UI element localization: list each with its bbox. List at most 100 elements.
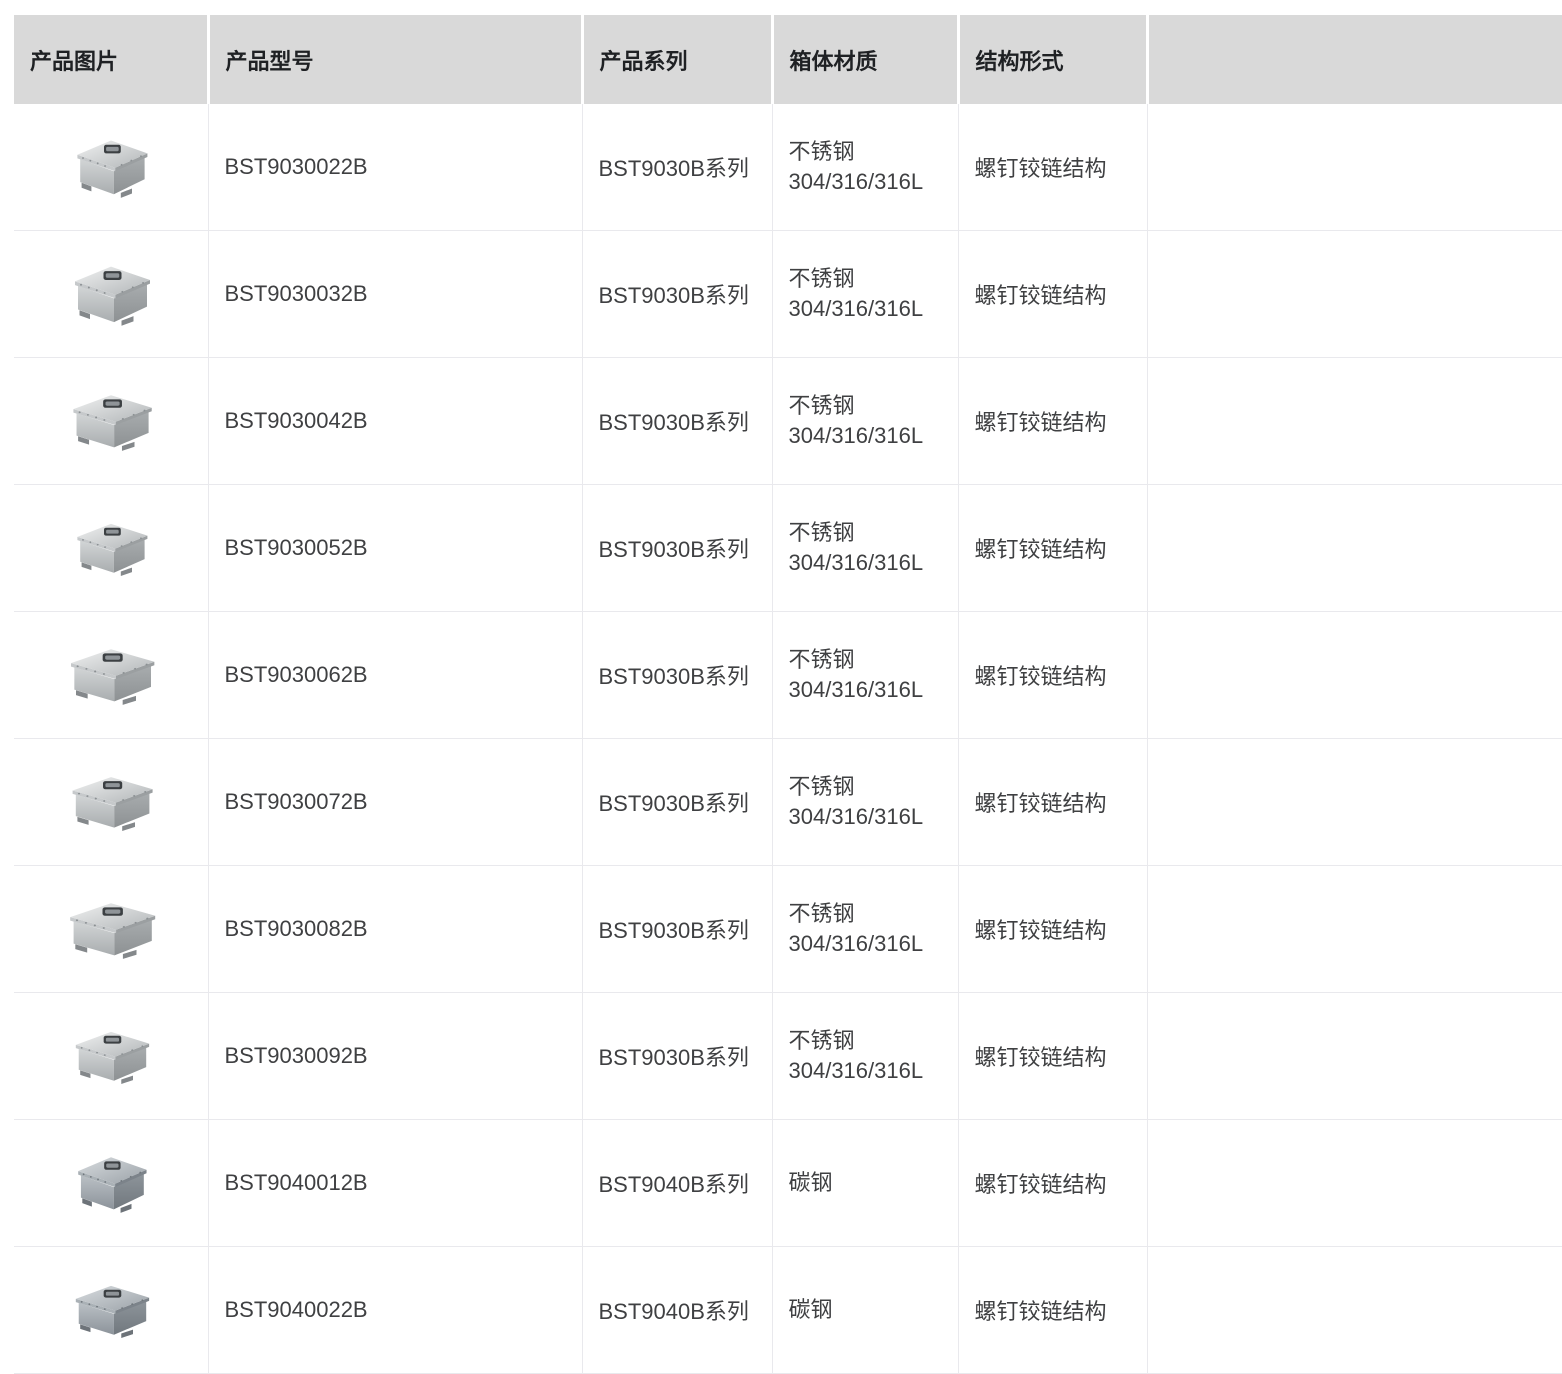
product-image: [77, 1157, 147, 1213]
material-cell: 不锈钢 304/316/316L: [772, 230, 959, 358]
series-cell: BST9030B系列: [582, 104, 773, 231]
column-header-structure: 结构形式: [958, 15, 1149, 104]
product-image-cell: [14, 738, 209, 866]
model-cell: BST9030032B: [208, 230, 583, 358]
material-cell: 碳钢: [772, 1119, 959, 1247]
column-header-series: 产品系列: [582, 15, 774, 104]
handle-highlight: [105, 146, 119, 152]
empty-cell: [1147, 104, 1562, 231]
product-image: [77, 140, 148, 198]
model-cell: BST9030072B: [208, 738, 583, 866]
product-image: [74, 266, 150, 326]
product-image: [70, 649, 155, 705]
product-image: [69, 903, 155, 959]
table-row: BST9030042B BST9030B系列 不锈钢 304/316/316L …: [14, 357, 1562, 485]
structure-cell: 螺钉铰链结构: [958, 1246, 1148, 1374]
table-row: BST9040022B BST9040B系列 碳钢 螺钉铰链结构: [14, 1246, 1562, 1374]
structure-cell: 螺钉铰链结构: [958, 992, 1148, 1120]
empty-cell: [1147, 1246, 1562, 1374]
handle-highlight: [104, 655, 120, 660]
table-row: BST9030072B BST9030B系列 不锈钢 304/316/316L …: [14, 738, 1562, 866]
table-row: BST9030052B BST9030B系列 不锈钢 304/316/316L …: [14, 484, 1562, 612]
material-cell: 不锈钢 304/316/316L: [772, 865, 959, 993]
handle-highlight: [105, 1163, 119, 1168]
material-cell: 不锈钢 304/316/316L: [772, 484, 959, 612]
table-body: BST9030022B BST9030B系列 不锈钢 304/316/316L …: [14, 104, 1562, 1374]
structure-cell: 螺钉铰链结构: [958, 1119, 1148, 1247]
product-table: 产品图片 产品型号 产品系列 箱体材质 结构形式: [14, 15, 1562, 1374]
product-table-container: 产品图片 产品型号 产品系列 箱体材质 结构形式: [14, 15, 1562, 1374]
empty-cell: [1147, 484, 1562, 612]
structure-cell: 螺钉铰链结构: [958, 357, 1148, 485]
table-row: BST9030062B BST9030B系列 不锈钢 304/316/316L …: [14, 611, 1562, 739]
table-row: BST9030082B BST9030B系列 不锈钢 304/316/316L …: [14, 865, 1562, 993]
model-cell: BST9040022B: [208, 1246, 583, 1374]
header-row: 产品图片 产品型号 产品系列 箱体材质 结构形式: [14, 15, 1562, 104]
empty-cell: [1147, 992, 1562, 1120]
handle-highlight: [105, 529, 119, 534]
model-cell: BST9040012B: [208, 1119, 583, 1247]
structure-cell: 螺钉铰链结构: [958, 104, 1148, 231]
empty-cell: [1147, 611, 1562, 739]
material-cell: 不锈钢 304/316/316L: [772, 357, 959, 485]
product-image-cell: [14, 865, 209, 993]
handle-highlight: [104, 909, 121, 914]
table-row: BST9030032B BST9030B系列 不锈钢 304/316/316L …: [14, 230, 1562, 358]
product-image-cell: [14, 611, 209, 739]
model-cell: BST9030082B: [208, 865, 583, 993]
model-cell: BST9030092B: [208, 992, 583, 1120]
product-image-cell: [14, 357, 209, 485]
column-header-model: 产品型号: [208, 15, 584, 104]
material-cell: 不锈钢 304/316/316L: [772, 611, 959, 739]
product-image: [72, 777, 153, 831]
material-cell: 不锈钢 304/316/316L: [772, 992, 959, 1120]
series-cell: BST9040B系列: [582, 1119, 773, 1247]
column-header-image: 产品图片: [14, 15, 210, 104]
column-header-material: 箱体材质: [772, 15, 960, 104]
model-cell: BST9030052B: [208, 484, 583, 612]
handle-highlight: [105, 783, 120, 788]
empty-cell: [1147, 865, 1562, 993]
product-image-cell: [14, 1119, 209, 1247]
structure-cell: 螺钉铰链结构: [958, 230, 1148, 358]
series-cell: BST9030B系列: [582, 992, 773, 1120]
product-image: [73, 395, 152, 451]
handle-highlight: [105, 1291, 119, 1296]
handle-highlight: [105, 401, 120, 406]
empty-cell: [1147, 230, 1562, 358]
product-image-cell: [14, 992, 209, 1120]
series-cell: BST9030B系列: [582, 865, 773, 993]
structure-cell: 螺钉铰链结构: [958, 611, 1148, 739]
product-image: [75, 1031, 149, 1085]
product-image: [77, 523, 148, 577]
product-image-cell: [14, 230, 209, 358]
model-cell: BST9030022B: [208, 104, 583, 231]
table-row: BST9030092B BST9030B系列 不锈钢 304/316/316L …: [14, 992, 1562, 1120]
material-cell: 不锈钢 304/316/316L: [772, 104, 959, 231]
empty-cell: [1147, 1119, 1562, 1247]
series-cell: BST9030B系列: [582, 738, 773, 866]
empty-cell: [1147, 357, 1562, 485]
table-row: BST9040012B BST9040B系列 碳钢 螺钉铰链结构: [14, 1119, 1562, 1247]
model-cell: BST9030042B: [208, 357, 583, 485]
product-image: [75, 1285, 149, 1339]
structure-cell: 螺钉铰链结构: [958, 738, 1148, 866]
column-header-extra: [1147, 15, 1562, 104]
structure-cell: 螺钉铰链结构: [958, 484, 1148, 612]
empty-cell: [1147, 738, 1562, 866]
series-cell: BST9030B系列: [582, 611, 773, 739]
series-cell: BST9030B系列: [582, 484, 773, 612]
material-cell: 不锈钢 304/316/316L: [772, 738, 959, 866]
material-cell: 碳钢: [772, 1246, 959, 1374]
series-cell: BST9030B系列: [582, 357, 773, 485]
model-cell: BST9030062B: [208, 611, 583, 739]
table-row: BST9030022B BST9030B系列 不锈钢 304/316/316L …: [14, 104, 1562, 231]
series-cell: BST9030B系列: [582, 230, 773, 358]
product-image-cell: [14, 104, 209, 231]
series-cell: BST9040B系列: [582, 1246, 773, 1374]
product-image-cell: [14, 1246, 209, 1374]
structure-cell: 螺钉铰链结构: [958, 865, 1148, 993]
handle-highlight: [105, 1037, 119, 1042]
product-image-cell: [14, 484, 209, 612]
handle-highlight: [105, 273, 119, 278]
